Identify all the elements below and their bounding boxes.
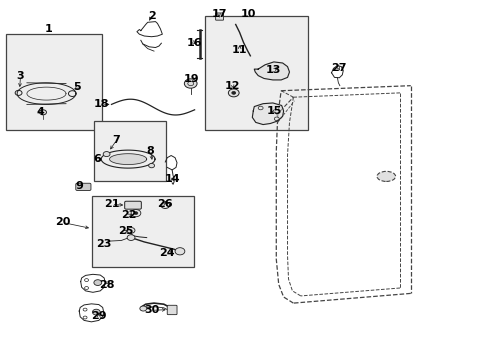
Text: 28: 28 bbox=[99, 280, 114, 290]
Circle shape bbox=[92, 309, 100, 315]
Text: 19: 19 bbox=[183, 74, 199, 84]
Text: 2: 2 bbox=[147, 11, 155, 21]
Polygon shape bbox=[254, 62, 289, 80]
Text: 20: 20 bbox=[55, 217, 70, 228]
Text: 3: 3 bbox=[17, 71, 24, 81]
Text: 6: 6 bbox=[93, 154, 101, 164]
FancyBboxPatch shape bbox=[76, 183, 91, 190]
Circle shape bbox=[134, 212, 138, 215]
Text: 1: 1 bbox=[45, 24, 53, 34]
Bar bbox=[94, 121, 166, 181]
Text: 9: 9 bbox=[75, 181, 83, 192]
Circle shape bbox=[148, 163, 154, 168]
Circle shape bbox=[140, 306, 146, 311]
FancyBboxPatch shape bbox=[124, 201, 141, 209]
Text: 23: 23 bbox=[96, 239, 111, 249]
Circle shape bbox=[127, 235, 135, 240]
Text: 15: 15 bbox=[266, 106, 282, 116]
Text: 27: 27 bbox=[330, 63, 346, 73]
Text: 14: 14 bbox=[164, 174, 180, 184]
Text: 30: 30 bbox=[143, 305, 159, 315]
Text: 13: 13 bbox=[265, 65, 281, 75]
Circle shape bbox=[228, 89, 239, 97]
FancyBboxPatch shape bbox=[215, 13, 223, 20]
Text: 29: 29 bbox=[91, 311, 106, 321]
Text: 22: 22 bbox=[121, 210, 137, 220]
Text: 7: 7 bbox=[112, 135, 120, 145]
Polygon shape bbox=[252, 103, 283, 125]
Text: 26: 26 bbox=[157, 199, 173, 210]
Text: 5: 5 bbox=[73, 82, 81, 92]
FancyBboxPatch shape bbox=[167, 305, 177, 315]
Circle shape bbox=[103, 152, 110, 157]
Bar bbox=[92, 196, 193, 267]
Text: 25: 25 bbox=[118, 226, 134, 236]
Text: 16: 16 bbox=[186, 38, 202, 48]
Text: 21: 21 bbox=[103, 199, 119, 210]
Circle shape bbox=[184, 79, 197, 88]
Bar bbox=[205, 16, 307, 130]
Text: 17: 17 bbox=[211, 9, 226, 19]
Text: 24: 24 bbox=[159, 248, 175, 258]
Text: 11: 11 bbox=[231, 45, 247, 55]
Bar bbox=[6, 34, 102, 130]
Circle shape bbox=[231, 91, 235, 94]
Text: 8: 8 bbox=[146, 146, 154, 156]
Text: 18: 18 bbox=[94, 99, 109, 109]
Circle shape bbox=[131, 210, 141, 217]
Circle shape bbox=[94, 280, 102, 285]
Circle shape bbox=[175, 248, 184, 255]
Text: 12: 12 bbox=[224, 81, 240, 91]
Ellipse shape bbox=[376, 171, 395, 181]
Circle shape bbox=[127, 228, 135, 233]
Text: 10: 10 bbox=[240, 9, 256, 19]
Text: 4: 4 bbox=[36, 107, 44, 117]
Polygon shape bbox=[109, 154, 146, 165]
